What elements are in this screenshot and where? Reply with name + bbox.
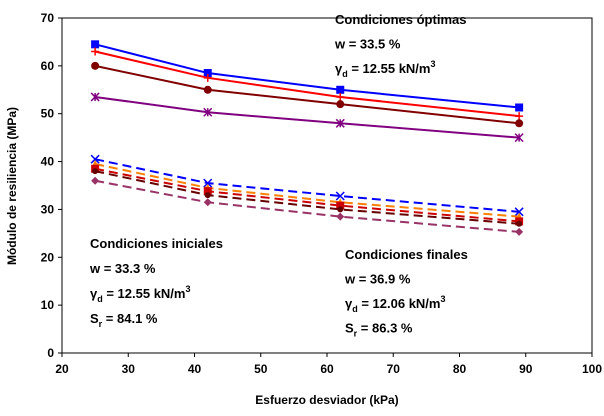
annotation-text: γ	[90, 286, 98, 301]
y-tick-label: 10	[41, 298, 55, 312]
y-tick-label: 30	[41, 202, 55, 216]
annotation-text: 3	[440, 294, 445, 304]
marker	[203, 187, 212, 196]
annotation-title: Condiciones óptimas	[335, 12, 466, 27]
marker	[91, 61, 100, 70]
series-line	[94, 50, 520, 118]
y-tick-label: 70	[41, 11, 55, 25]
y-tick-label: 40	[41, 155, 55, 169]
marker	[203, 107, 213, 117]
series-line	[94, 170, 520, 225]
annotation-title: Condiciones iniciales	[90, 236, 223, 251]
marker	[91, 40, 100, 49]
annotation-line: Sr = 84.1 %	[90, 311, 158, 329]
annotation-line: γd = 12.06 kN/m3	[345, 294, 446, 314]
annotation-line: w = 33.3 %	[89, 261, 156, 276]
y-tick-label: 0	[47, 346, 54, 360]
x-tick-label: 40	[188, 362, 202, 376]
annotation-text: S	[345, 321, 354, 336]
marker	[90, 154, 100, 164]
marker	[336, 201, 345, 210]
marker	[336, 100, 345, 109]
series-line	[94, 162, 520, 218]
marker	[337, 206, 344, 213]
annotation-text: = 12.06 kN/m	[358, 296, 441, 311]
series-line	[94, 179, 520, 233]
annotation-text: γ	[335, 61, 343, 76]
x-axis-title: Esfuerzo desviador (kPa)	[255, 393, 398, 407]
marker	[92, 168, 99, 175]
annotation-text: 3	[430, 59, 435, 69]
x-tick-label: 80	[453, 362, 467, 376]
marker	[514, 133, 524, 143]
annotation-title: Condiciones finales	[345, 247, 468, 262]
x-tick-label: 60	[320, 362, 334, 376]
annotation-text: Condiciones iniciales	[90, 236, 223, 251]
annotation-text: = 86.3 %	[357, 321, 413, 336]
marker	[91, 176, 100, 185]
annotation-text: d	[97, 294, 103, 304]
annotation-text: w = 33.3 %	[89, 261, 156, 276]
annotation-line: γd = 12.55 kN/m3	[90, 284, 191, 304]
annotation-text: Condiciones óptimas	[335, 12, 466, 27]
annotation-text: = 12.55 kN/m	[103, 286, 186, 301]
x-tick-label: 20	[55, 362, 69, 376]
annotation-line: w = 33.5 %	[334, 37, 401, 52]
marker	[203, 198, 212, 207]
annotation-line: w = 36.9 %	[344, 272, 411, 287]
y-tick-label: 50	[41, 107, 55, 121]
annotation-text: d	[352, 304, 358, 314]
marker	[204, 192, 211, 199]
annotation-line: γd = 12.55 kN/m3	[335, 59, 436, 79]
annotation-text: S	[90, 311, 99, 326]
marker	[515, 112, 524, 121]
marker	[336, 92, 345, 101]
marker	[90, 92, 100, 102]
y-axis-title: Módulo de resiliencia (MPa)	[5, 107, 19, 265]
marker	[336, 212, 345, 221]
annotation-text: = 84.1 %	[102, 311, 158, 326]
marker	[516, 220, 523, 227]
annotation-text: r	[99, 319, 103, 329]
series-line	[94, 43, 520, 109]
x-tick-label: 50	[254, 362, 268, 376]
marker	[515, 103, 524, 112]
plot-area	[61, 17, 593, 354]
x-tick-label: 30	[122, 362, 136, 376]
annotation-text: w = 36.9 %	[344, 272, 411, 287]
series-line	[94, 95, 520, 139]
marker	[335, 191, 345, 201]
annotation-text: r	[354, 329, 358, 339]
series-line	[94, 167, 520, 223]
marker	[514, 207, 524, 217]
x-tick-label: 100	[582, 362, 602, 376]
annotation-text: 3	[185, 284, 190, 294]
marker	[203, 85, 212, 94]
annotation-text: γ	[345, 296, 353, 311]
annotation-text: Condiciones finales	[345, 247, 468, 262]
marker	[515, 227, 524, 236]
series-line	[94, 64, 520, 125]
annotation-text: = 12.55 kN/m	[348, 61, 431, 76]
x-tick-label: 70	[387, 362, 401, 376]
marker	[91, 47, 100, 56]
y-tick-label: 20	[41, 250, 55, 264]
marker	[335, 118, 345, 128]
x-tick-label: 90	[519, 362, 533, 376]
y-tick-label: 60	[41, 59, 55, 73]
annotation-text: d	[342, 69, 348, 79]
marker	[515, 119, 524, 128]
marker	[203, 69, 212, 78]
series-line	[94, 158, 520, 213]
annotation-line: Sr = 86.3 %	[345, 321, 413, 339]
marker	[203, 178, 213, 188]
marker	[336, 85, 345, 94]
marker	[203, 73, 212, 82]
annotation-text: w = 33.5 %	[334, 37, 401, 52]
